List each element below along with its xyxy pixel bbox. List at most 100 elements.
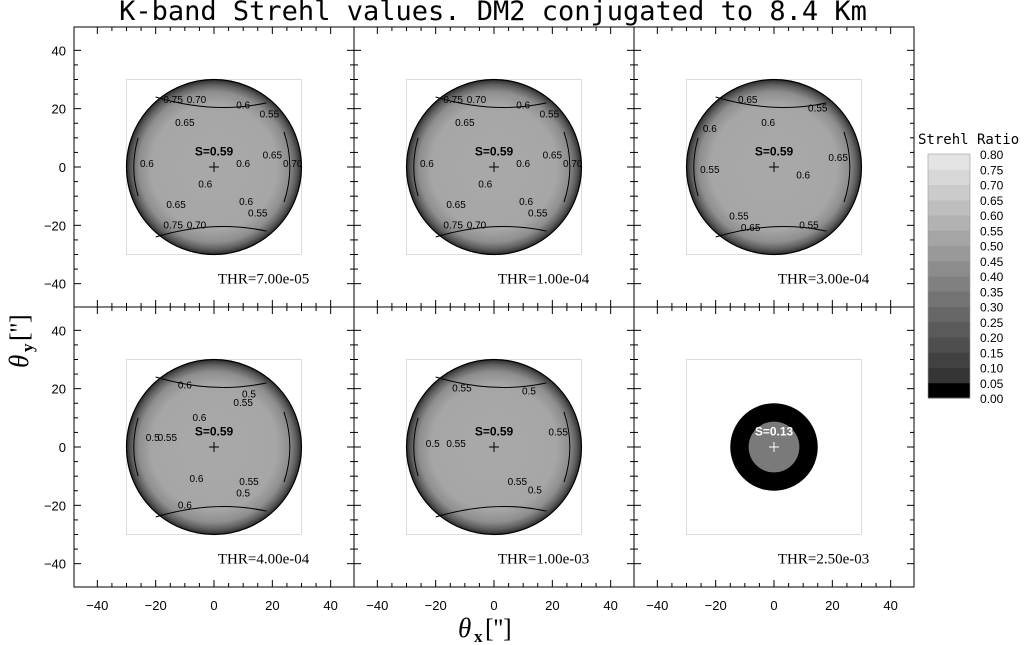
center-strehl-label: S=0.13 <box>755 424 794 438</box>
contour-line <box>435 96 547 108</box>
y-tick-label: 20 <box>52 382 66 397</box>
contour-line <box>283 411 291 483</box>
contour-label: 0.6 <box>178 381 192 392</box>
colorbar-label: 0.80 <box>980 148 1004 162</box>
contour-label: 0.55 <box>508 477 528 488</box>
contour-label: 0.70 <box>187 220 207 231</box>
threshold-label: THR=4.00e-04 <box>218 552 310 568</box>
contour-line <box>133 417 139 477</box>
colorbar-label: 0.45 <box>980 255 1004 269</box>
colorbar-label: 0.70 <box>980 179 1004 193</box>
contour-line <box>155 226 267 238</box>
contour-label: 0.70 <box>187 95 207 106</box>
contour-line <box>715 96 827 108</box>
contour-label: 0.70 <box>563 159 583 170</box>
colorbar-title: Strehl Ratio <box>918 132 1019 148</box>
colorbar-bin <box>928 184 970 201</box>
contour-label: 0.65 <box>543 150 563 161</box>
threshold-label: THR=1.00e-03 <box>498 552 589 568</box>
contour-label: 0.5 <box>146 433 160 444</box>
colorbar-bin <box>928 199 970 216</box>
x-tick-label: −20 <box>145 598 167 613</box>
y-tick-label: −20 <box>44 218 66 233</box>
colorbar-label: 0.20 <box>980 331 1004 345</box>
threshold-label: THR=2.50e-03 <box>778 552 869 568</box>
center-marker <box>209 442 219 452</box>
colorbar-bin <box>928 382 970 399</box>
y-tick-label: 0 <box>59 160 66 175</box>
colorbar-label: 0.05 <box>980 377 1004 391</box>
y-tick-label: 40 <box>52 43 66 58</box>
contour-label: 0.6 <box>190 474 204 485</box>
contour-label: 0.6 <box>198 179 212 190</box>
contour-label: 0.55 <box>700 165 720 176</box>
contour-label: 0.70 <box>283 159 303 170</box>
contour-label: 0.6 <box>236 159 250 170</box>
colorbar-label: 0.00 <box>980 392 1004 406</box>
panel-grid: 0.75 0.700.650.60.550.60.60.60.650.700.65… <box>73 26 915 588</box>
threshold-label: THR=1.00e-04 <box>498 272 590 288</box>
contour-line <box>843 131 851 203</box>
contour-label: 0.6 <box>192 413 206 424</box>
contour-label: 0.75 <box>443 95 463 106</box>
contour-line <box>413 137 419 197</box>
colorbar-bin <box>928 245 970 262</box>
x-tick-label: 0 <box>490 598 497 613</box>
contour-label: 0.55 <box>248 209 268 220</box>
contour-label: 0.6 <box>519 197 533 208</box>
colorbar-label: 0.50 <box>980 240 1004 254</box>
y-tick-label: −20 <box>44 498 66 513</box>
contour-label: 0.5 <box>522 387 536 398</box>
colorbar-label: 0.10 <box>980 362 1004 376</box>
center-strehl-label: S=0.59 <box>195 424 234 438</box>
threshold-label: THR=3.00e-04 <box>778 272 870 288</box>
contour-line <box>133 137 139 197</box>
panel-2: 0.75 0.700.650.60.550.60.60.60.650.700.65… <box>353 26 635 308</box>
contour-label: 0.55 <box>799 220 819 231</box>
contour-label: 0.5 <box>242 389 256 400</box>
colorbar-bin <box>928 291 970 307</box>
colorbar-bin <box>928 260 970 277</box>
colorbar-label: 0.60 <box>980 209 1004 223</box>
contour-label: 0.5 <box>528 486 542 497</box>
contour-line <box>283 131 291 203</box>
contour-label: 0.55 <box>729 212 749 223</box>
contour-label: 0.55 <box>260 109 280 120</box>
colorbar-bin <box>928 154 970 170</box>
y-tick-label: 0 <box>59 440 66 455</box>
x-tick-label: −20 <box>705 598 727 613</box>
contour-label: 0.55 <box>239 477 259 488</box>
x-tick-label: 20 <box>825 598 839 613</box>
colorbar-bin <box>928 337 970 353</box>
x-tick-label: −40 <box>366 598 388 613</box>
x-tick-label: 20 <box>265 598 279 613</box>
x-tick-label: 40 <box>883 598 897 613</box>
colorbar-bin <box>928 367 970 384</box>
colorbar-bin <box>928 306 970 323</box>
colorbar-label: 0.65 <box>980 194 1004 208</box>
center-marker <box>769 162 779 172</box>
contour-label: 0.75 <box>163 220 183 231</box>
colorbar-bin <box>928 321 970 338</box>
contour-label: 0.55 <box>452 384 472 395</box>
contour-label: 0.65 <box>828 153 848 164</box>
x-tick-label: −40 <box>646 598 668 613</box>
x-tick-label: 40 <box>603 598 617 613</box>
colorbar-bin <box>928 215 970 231</box>
contour-label: 0.65 <box>175 118 195 129</box>
contour-label: 0.70 <box>467 220 487 231</box>
contour-label: 0.65 <box>166 200 186 211</box>
contour-line <box>693 137 699 197</box>
figure-title: K-band Strehl values. DM2 conjugated to … <box>119 0 867 27</box>
y-axis-subscript: y <box>18 343 37 352</box>
y-tick-label: 40 <box>52 323 66 338</box>
contour-label: 0.75 <box>443 220 463 231</box>
field-box <box>686 359 862 535</box>
contour-line <box>155 506 267 518</box>
center-strehl-label: S=0.59 <box>475 424 514 438</box>
panel-3: 0.650.550.60.60.550.60.650.550.550.65S=0… <box>633 26 915 308</box>
center-marker <box>489 162 499 172</box>
y-tick-label: −40 <box>44 557 66 572</box>
colorbar-label: 0.75 <box>980 163 1004 177</box>
